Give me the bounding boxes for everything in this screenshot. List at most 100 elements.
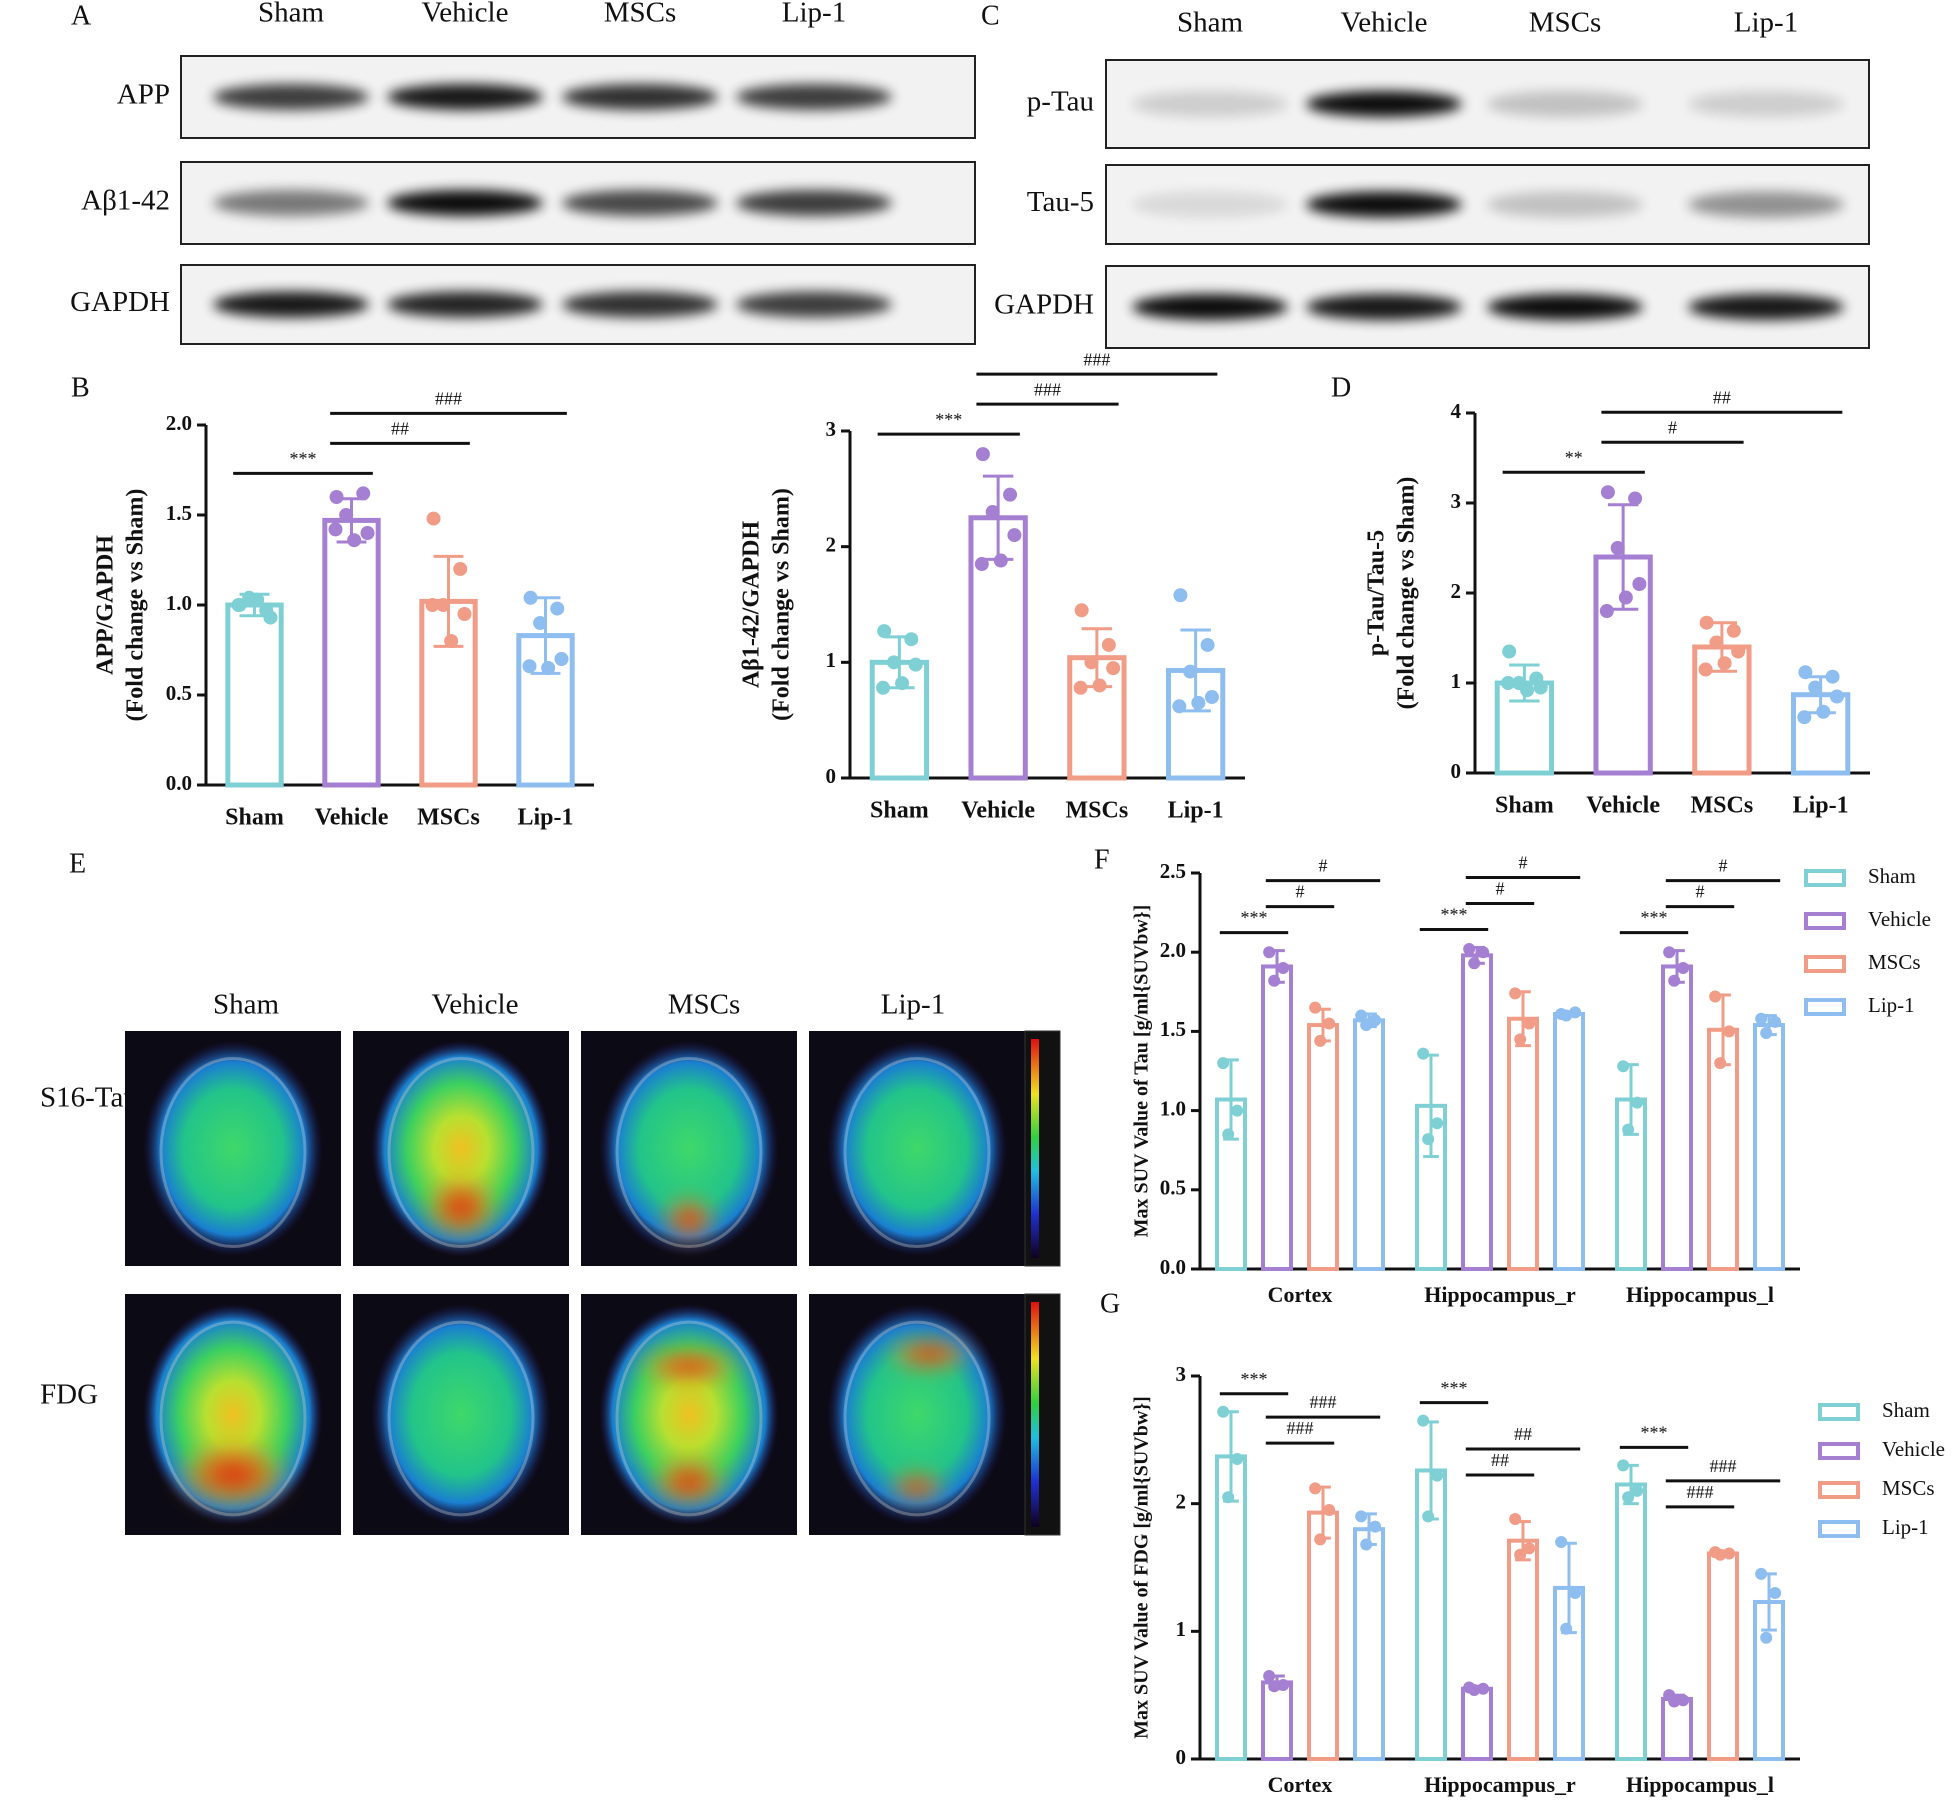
pet-uptake: [143, 1040, 323, 1257]
data-point: [1268, 1680, 1281, 1693]
data-point: [1600, 485, 1615, 500]
data-point: [1172, 699, 1187, 714]
data-point: [1798, 665, 1813, 680]
y-tick-label: 3: [826, 417, 837, 441]
significance-label: #: [1496, 879, 1505, 899]
blot-band: [387, 291, 543, 318]
data-point: [1560, 1622, 1573, 1635]
bar: [1353, 1018, 1385, 1272]
bar: [1415, 1103, 1447, 1272]
legend-label: MSCs: [1882, 1476, 1935, 1500]
pet-hotspot: [661, 1195, 717, 1243]
y-tick-label: 1.5: [1160, 1017, 1186, 1041]
legend-swatch: [1818, 1520, 1860, 1538]
data-point: [522, 659, 537, 674]
data-point: [231, 598, 246, 612]
bar: [322, 517, 381, 788]
blot-band: [1306, 191, 1462, 218]
pet-uptake: [371, 1303, 551, 1526]
x-tick-label: Lip-1: [517, 805, 573, 831]
data-point: [1677, 962, 1690, 975]
bar: [1615, 1482, 1647, 1762]
bar: [1753, 1023, 1785, 1271]
blot-row-label: APP: [117, 79, 170, 111]
pet-row-label: FDG: [40, 1379, 98, 1411]
y-tick-label: 3: [1176, 1362, 1187, 1386]
legend-swatch: [1804, 869, 1846, 887]
blot-band: [1688, 191, 1844, 218]
x-tick-label: Lip-1: [1168, 798, 1224, 824]
data-point: [1417, 1047, 1430, 1060]
y-tick-label: 2: [1451, 579, 1462, 603]
bar: [1461, 953, 1493, 1271]
x-tick-label: Hippocampus_r: [1424, 1772, 1576, 1797]
data-point: [1723, 1025, 1736, 1038]
data-point: [1360, 1019, 1373, 1032]
data-point: [426, 511, 441, 526]
data-point: [1523, 1017, 1536, 1030]
y-axis-label: (Fold change vs Sham): [123, 489, 149, 722]
bar: [1507, 1538, 1539, 1761]
data-point: [554, 652, 569, 666]
legend-label: Sham: [1882, 1398, 1930, 1422]
bar: [1215, 1454, 1247, 1762]
lane-label: Vehicle: [422, 0, 509, 29]
x-tick-label: Sham: [1495, 793, 1554, 819]
panel-label: G: [1100, 1288, 1120, 1319]
data-point: [1699, 615, 1714, 630]
blot-row-label: Tau-5: [1027, 186, 1094, 218]
data-point: [1714, 1057, 1727, 1070]
data-point: [895, 676, 910, 691]
data-point: [1323, 1504, 1336, 1517]
significance-label: ###: [1083, 349, 1110, 369]
significance-label: #: [1319, 856, 1328, 876]
x-tick-label: MSCs: [1691, 793, 1754, 819]
data-point: [1463, 943, 1476, 956]
data-point: [1101, 637, 1116, 652]
data-point: [1808, 680, 1823, 695]
data-point: [975, 447, 990, 462]
significance-label: ***: [1641, 1422, 1668, 1442]
pet-row-label: S16-Tau: [40, 1082, 138, 1114]
data-point: [523, 590, 538, 605]
data-point: [1074, 603, 1089, 618]
data-point: [1314, 1533, 1327, 1546]
data-point: [1520, 683, 1535, 698]
data-point: [1173, 588, 1188, 603]
pet-colorbar-gradient: [1031, 1302, 1039, 1527]
data-point: [1200, 637, 1215, 652]
significance-label: ###: [1710, 1456, 1737, 1476]
data-point: [1709, 990, 1722, 1003]
y-tick-label: 0.5: [166, 681, 192, 705]
data-point: [1355, 1009, 1368, 1022]
blot-band: [1487, 294, 1643, 320]
data-point: [1760, 1026, 1773, 1039]
y-tick-label: 3: [1451, 489, 1462, 513]
blot-band: [1306, 91, 1462, 117]
lane-label: MSCs: [1529, 7, 1602, 39]
x-tick-label: Cortex: [1268, 1282, 1333, 1307]
pet-hotspot: [884, 1336, 975, 1373]
y-tick-label: 1.5: [166, 501, 192, 525]
data-point: [1663, 946, 1676, 959]
pet-column-label: Lip-1: [881, 989, 945, 1021]
data-point: [1731, 644, 1746, 659]
bar: [1553, 1585, 1585, 1761]
data-point: [1668, 974, 1681, 987]
data-point: [1422, 1510, 1435, 1523]
blot-band: [1306, 294, 1462, 320]
y-tick-label: 0.0: [166, 771, 192, 795]
bar: [225, 602, 284, 788]
blot-band: [1688, 91, 1844, 117]
data-point: [1714, 1548, 1727, 1561]
blot-band: [1132, 91, 1288, 117]
pet-uptake: [371, 1040, 551, 1257]
data-point: [1468, 957, 1481, 970]
legend-swatch: [1804, 955, 1846, 973]
lane-label: Vehicle: [1341, 7, 1428, 39]
data-point: [444, 634, 459, 648]
data-point: [1829, 689, 1844, 704]
legend-swatch: [1818, 1481, 1860, 1499]
pet-colorbar-gradient: [1031, 1039, 1039, 1258]
data-point: [1222, 1491, 1235, 1504]
